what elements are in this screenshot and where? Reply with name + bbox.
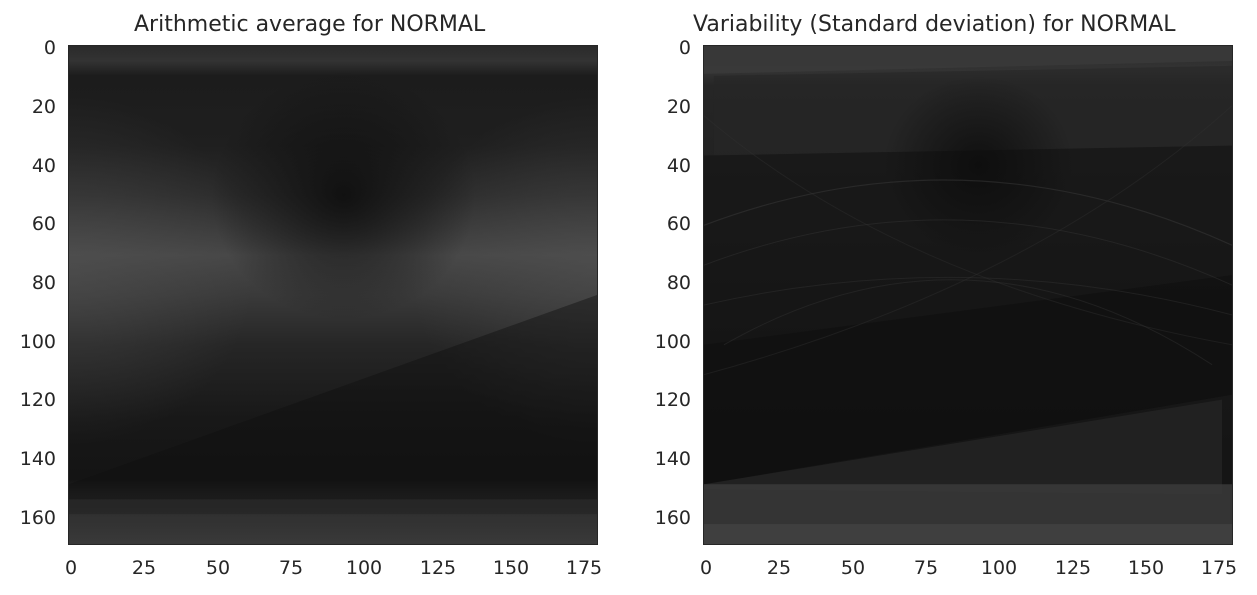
panel-title: Variability (Standard deviation) for NOR… xyxy=(693,12,1176,37)
x-tick-label: 125 xyxy=(419,557,457,579)
panel-std: Variability (Standard deviation) for NOR… xyxy=(635,0,1255,595)
y-tick-label: 0 xyxy=(43,37,56,59)
x-tick-label: 150 xyxy=(1127,557,1165,579)
x-tick-label: 75 xyxy=(278,557,304,579)
y-tick-label: 20 xyxy=(31,96,56,118)
x-tick-label: 25 xyxy=(131,557,157,579)
y-tick-label: 140 xyxy=(19,448,56,470)
y-tick-label: 120 xyxy=(19,389,56,411)
y-tick-label: 60 xyxy=(666,213,691,235)
y-tick-label: 100 xyxy=(19,331,56,353)
average-image-render xyxy=(69,46,597,544)
x-tick-label: 100 xyxy=(980,557,1018,579)
y-tick-label: 20 xyxy=(666,96,691,118)
y-tick-label: 40 xyxy=(31,155,56,177)
panel-average: Arithmetic average for NORMAL xyxy=(0,0,620,595)
x-tick-label: 0 xyxy=(699,557,713,579)
x-tick-label: 175 xyxy=(565,557,603,579)
y-tick-label: 140 xyxy=(654,448,691,470)
y-tick-label: 160 xyxy=(19,507,56,529)
x-tick-label: 50 xyxy=(840,557,866,579)
y-tick-label: 160 xyxy=(654,507,691,529)
average-image xyxy=(68,45,598,545)
y-tick-label: 100 xyxy=(654,331,691,353)
x-tick-label: 0 xyxy=(64,557,78,579)
panel-title: Arithmetic average for NORMAL xyxy=(134,12,486,37)
y-tick-label: 60 xyxy=(31,213,56,235)
y-tick-label: 0 xyxy=(678,37,691,59)
y-tick-label: 120 xyxy=(654,389,691,411)
x-tick-label: 50 xyxy=(205,557,231,579)
x-tick-label: 100 xyxy=(345,557,383,579)
x-tick-label: 150 xyxy=(492,557,530,579)
y-tick-label: 80 xyxy=(666,272,691,294)
std-image xyxy=(703,45,1233,545)
x-tick-label: 75 xyxy=(913,557,939,579)
y-tick-label: 80 xyxy=(31,272,56,294)
x-tick-label: 25 xyxy=(766,557,792,579)
std-image-render xyxy=(704,46,1232,544)
x-tick-label: 175 xyxy=(1200,557,1238,579)
x-tick-label: 125 xyxy=(1054,557,1092,579)
y-tick-label: 40 xyxy=(666,155,691,177)
